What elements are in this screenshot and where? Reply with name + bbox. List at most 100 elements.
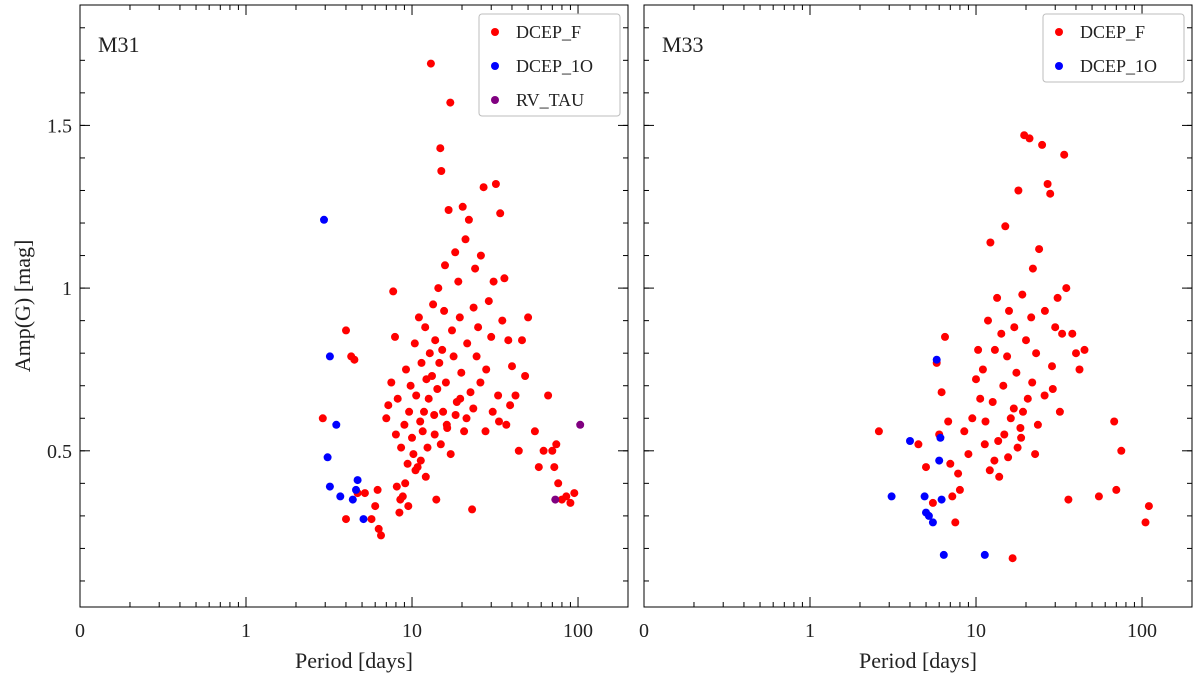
- data-point-dcep-1o: [352, 485, 360, 494]
- data-point-dcep-f: [508, 362, 516, 371]
- x-tick-label: 100: [1127, 620, 1157, 642]
- legend-box: [1042, 13, 1185, 83]
- data-point-dcep-f: [534, 463, 543, 472]
- data-point-dcep-f: [389, 287, 398, 296]
- legend-marker-rv-tau: [491, 96, 499, 104]
- x-tick-label: 1: [805, 620, 815, 642]
- legend-marker-dcep-1o: [1055, 62, 1063, 70]
- data-point-dcep-f: [395, 508, 404, 517]
- data-point-dcep-f: [518, 336, 526, 345]
- panel-title: M31: [98, 32, 140, 57]
- data-point-dcep-f: [521, 372, 530, 380]
- data-point-dcep-f: [1117, 446, 1126, 455]
- data-point-dcep-f: [442, 420, 451, 429]
- data-point-dcep-f: [391, 430, 400, 439]
- data-point-dcep-f: [1051, 323, 1060, 332]
- data-point-dcep-f: [986, 238, 995, 247]
- data-point-dcep-f: [990, 345, 999, 354]
- data-point-dcep-f: [994, 437, 1003, 445]
- data-point-dcep-f: [1040, 391, 1049, 400]
- legend: DCEP_F DCEP_1O: [1042, 13, 1185, 83]
- data-point-dcep-f: [954, 469, 963, 478]
- data-point-dcep-f: [396, 495, 405, 504]
- data-point-dcep-f: [968, 414, 977, 423]
- tick-labels: 0 1 10 100: [639, 620, 1157, 642]
- data-point-dcep-f: [466, 388, 475, 397]
- data-point-dcep-f: [360, 489, 369, 498]
- data-point-dcep-f: [367, 515, 376, 524]
- data-point-dcep-f: [1008, 554, 1017, 563]
- data-point-dcep-f: [502, 420, 511, 429]
- data-point-dcep-f: [404, 502, 413, 511]
- data-point-dcep-f: [981, 417, 990, 426]
- data-point-dcep-f: [377, 531, 385, 540]
- data-point-dcep-f: [471, 264, 480, 273]
- data-point-dcep-f: [318, 414, 327, 423]
- data-point-dcep-f: [524, 313, 533, 322]
- data-point-dcep-f: [432, 495, 441, 504]
- data-point-dcep-1o: [320, 215, 328, 224]
- data-point-dcep-f: [1032, 349, 1041, 358]
- data-point-dcep-f: [548, 446, 557, 455]
- data-point-dcep-f: [948, 492, 957, 501]
- legend-label-dcep-1o: DCEP_1O: [1080, 56, 1157, 76]
- data-point-dcep-f: [474, 323, 483, 332]
- data-point-dcep-f: [1144, 502, 1153, 511]
- data-point-dcep-f: [944, 417, 953, 426]
- data-point-dcep-f: [400, 420, 409, 429]
- data-point-dcep-f: [972, 375, 980, 384]
- x-axis-label: Period [days]: [859, 648, 977, 673]
- data-point-dcep-f: [438, 345, 447, 354]
- x-tick-label: 10: [402, 620, 422, 642]
- data-point-dcep-f: [1027, 313, 1036, 322]
- data-point-dcep-f: [402, 365, 410, 374]
- data-point-dcep-f: [472, 352, 481, 361]
- data-point-dcep-f: [430, 411, 439, 419]
- x-tick-label: 1: [241, 620, 251, 642]
- data-point-dcep-1o: [924, 511, 933, 520]
- data-point-dcep-f: [1022, 336, 1030, 345]
- data-point-dcep-f: [984, 316, 992, 325]
- data-point-dcep-f: [371, 502, 380, 511]
- data-point-dcep-f: [1062, 284, 1071, 293]
- data-point-dcep-f: [420, 407, 428, 416]
- data-point-dcep-f: [554, 479, 563, 488]
- legend-label-dcep-1o: DCEP_1O: [516, 56, 593, 76]
- data-points: [874, 131, 1153, 563]
- data-point-dcep-f: [416, 456, 425, 465]
- legend-label-dcep-f: DCEP_F: [516, 22, 581, 42]
- data-point-dcep-f: [436, 440, 445, 449]
- data-point-dcep-f: [487, 332, 496, 341]
- data-point-dcep-f: [476, 251, 485, 260]
- data-point-dcep-f: [1075, 365, 1084, 374]
- data-point-dcep-f: [951, 518, 960, 527]
- data-point-dcep-f: [428, 372, 436, 380]
- ticks: [79, 5, 628, 607]
- data-points: [318, 59, 585, 540]
- data-point-dcep-f: [1035, 245, 1044, 254]
- data-point-dcep-f: [1019, 407, 1027, 416]
- data-point-dcep-f: [397, 443, 406, 452]
- data-point-dcep-1o: [348, 495, 357, 504]
- data-point-dcep-f: [498, 316, 507, 325]
- panel-title: M33: [662, 32, 704, 57]
- data-point-dcep-f: [387, 378, 396, 387]
- panel-m31: 0 1 10 100 0.5 1 1.5 M31 Period [days] Amp(G) …: [10, 4, 629, 673]
- data-point-dcep-f: [1028, 264, 1037, 273]
- data-point-dcep-f: [446, 450, 455, 459]
- data-point-dcep-f: [495, 417, 503, 426]
- data-point-dcep-f: [434, 284, 443, 293]
- data-point-dcep-1o: [939, 550, 948, 559]
- data-point-rv-tau: [576, 420, 585, 429]
- data-point-dcep-f: [423, 443, 432, 452]
- data-point-dcep-f: [408, 433, 416, 442]
- panel-m33: 0 1 10 100 M33 Period [days] DCEP_F DCEP_1O: [639, 4, 1193, 673]
- data-point-dcep-f: [539, 446, 548, 455]
- data-point-dcep-f: [1014, 186, 1023, 195]
- data-point-dcep-f: [1016, 424, 1025, 432]
- data-point-dcep-1o: [980, 550, 989, 559]
- data-point-dcep-1o: [887, 492, 896, 501]
- data-point-dcep-f: [421, 472, 430, 481]
- data-point-dcep-f: [928, 498, 937, 507]
- data-point-dcep-f: [530, 427, 539, 436]
